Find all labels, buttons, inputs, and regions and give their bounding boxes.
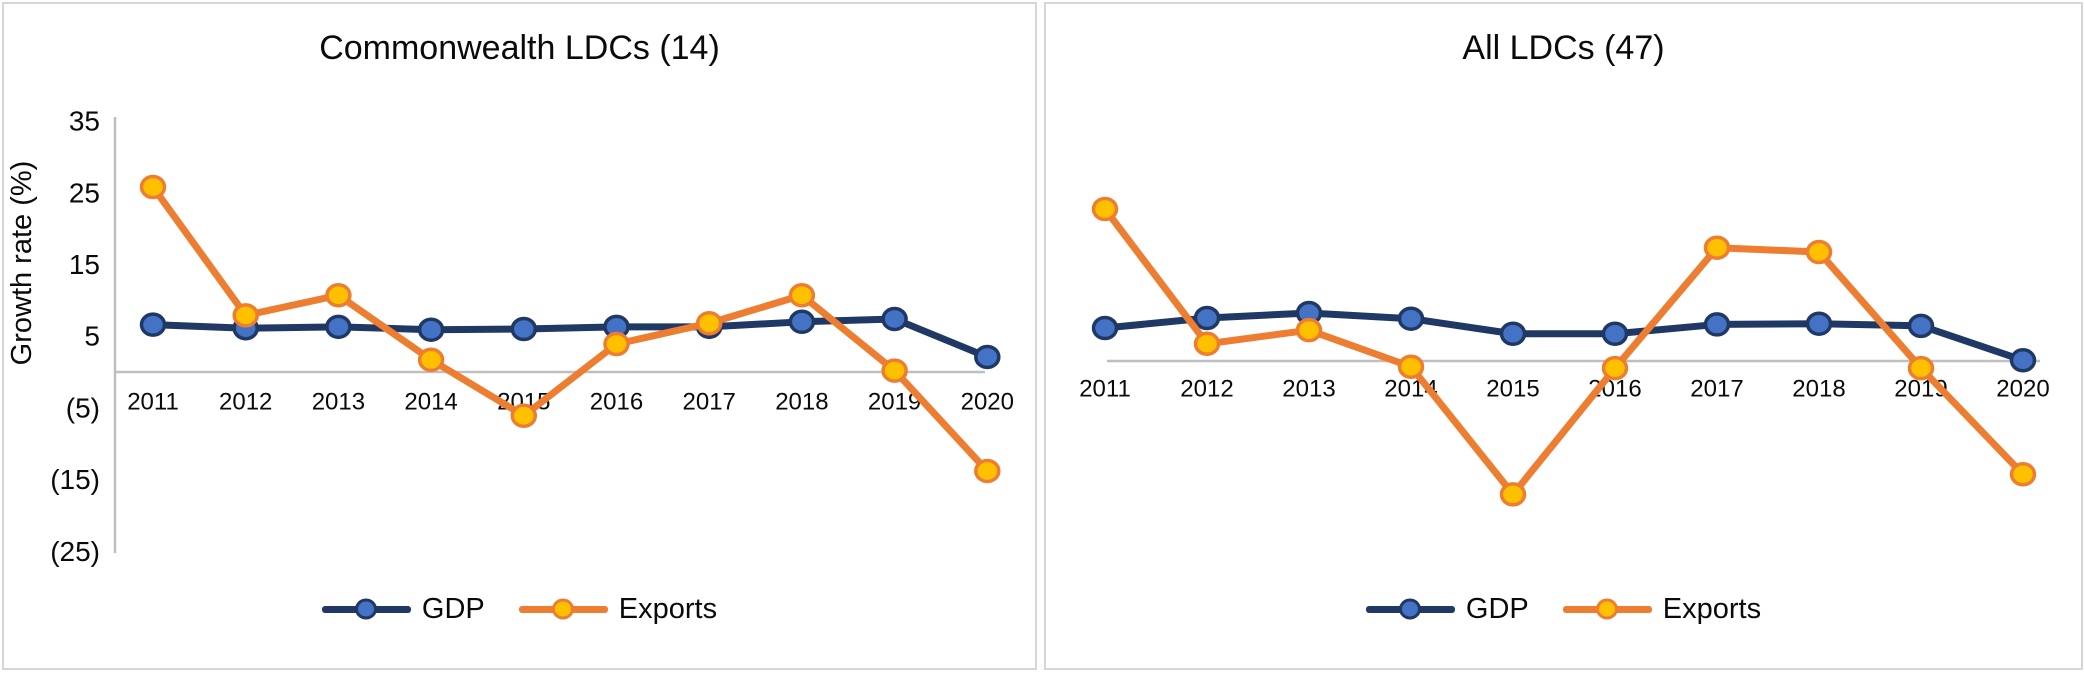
exports-legend-marker-icon [552, 598, 575, 620]
exports-data-point-2019 [1907, 355, 1935, 381]
exports-series-line [1101, 205, 2027, 498]
exports-data-point-2012 [232, 303, 259, 328]
x-tick-label-2014: 2014 [404, 389, 457, 416]
gdp-legend-line-sample [1365, 598, 1455, 620]
exports-data-point-2011 [139, 174, 167, 200]
gdp-data-point-2011 [1091, 315, 1119, 341]
x-tick-label-2012: 2012 [1180, 376, 1233, 403]
gdp-legend-line-sample [321, 598, 411, 620]
gdp-data-point-2014 [1397, 306, 1425, 331]
legend-commonwealth: GDP Exports [4, 592, 1035, 626]
gdp-data-point-2020 [2009, 348, 2037, 373]
exports-data-point-2015 [1499, 482, 1527, 507]
gdp-data-point-2019 [1907, 313, 1935, 339]
x-tick-label-2013: 2013 [312, 389, 365, 416]
legend-item-gdp: GDP [1365, 592, 1529, 626]
line-chart-all-ldcs: 2011 2012 2013 2014 2015 2016 2017 2018 2019 2020 [1079, 196, 2050, 507]
legend-all-ldcs: GDP Exports [1046, 592, 2081, 626]
x-tick-label-2012: 2012 [219, 389, 272, 416]
x-tick-label-2018: 2018 [1792, 376, 1845, 403]
exports-data-point-2017 [695, 310, 723, 336]
gdp-data-point-2014 [417, 317, 445, 342]
exports-data-point-2020 [974, 458, 1001, 484]
y-tick-label-35: 35 [69, 106, 100, 137]
exports-data-point-2014 [1397, 354, 1425, 379]
exports-data-point-2019 [881, 358, 908, 383]
chart-panel-commonwealth-ldcs: Commonwealth LDCs (14) Growth rate (%) 3… [2, 2, 1037, 670]
chart-title-commonwealth: Commonwealth LDCs (14) [319, 29, 720, 67]
gdp-data-point-2018 [788, 309, 816, 335]
exports-data-point-2017 [1703, 235, 1731, 260]
gdp-data-point-2018 [1805, 311, 1833, 336]
chart-panel-all-ldcs: All LDCs (47) 2011 2012 2013 2014 2015 2016 20… [1044, 2, 2083, 670]
y-tick-label--5: (5) [66, 392, 100, 423]
exports-data-point-2013 [1295, 317, 1323, 343]
y-tick-label-15: 15 [69, 249, 100, 280]
exports-data-point-2016 [1601, 355, 1629, 381]
exports-data-point-2012 [1193, 331, 1221, 357]
exports-data-point-2018 [788, 283, 816, 308]
exports-data-point-2013 [325, 283, 352, 308]
x-tick-label-2017: 2017 [1690, 376, 1743, 403]
exports-data-point-2018 [1805, 239, 1833, 265]
exports-data-point-2014 [417, 347, 445, 373]
x-tick-label-2020: 2020 [961, 389, 1014, 416]
exports-data-point-2015 [510, 403, 538, 428]
y-tick-label-25: 25 [69, 177, 100, 208]
y-tick-label-5: 5 [84, 321, 100, 352]
gdp-legend-marker-icon [1399, 598, 1422, 620]
legend-label-gdp: GDP [1465, 593, 1529, 625]
legend-label-exports: Exports [1662, 593, 1762, 625]
legend-item-exports: Exports [518, 592, 718, 626]
x-tick-label-2011: 2011 [1079, 376, 1131, 403]
exports-series-line [149, 183, 991, 475]
gdp-data-point-2016 [1601, 321, 1629, 347]
gdp-legend-marker-icon [355, 598, 378, 620]
exports-data-point-2016 [603, 331, 630, 357]
exports-legend-line-sample [1562, 598, 1652, 620]
gdp-data-point-2012 [1193, 305, 1221, 331]
legend-item-exports: Exports [1562, 592, 1762, 626]
x-tick-label-2018: 2018 [775, 389, 828, 416]
x-tick-label-2015: 2015 [1486, 376, 1539, 403]
exports-data-point-2011 [1091, 196, 1119, 222]
legend-label-exports: Exports [618, 593, 718, 625]
gdp-data-point-2019 [881, 306, 908, 332]
chart-title-all-ldcs: All LDCs (47) [1462, 29, 1665, 67]
gdp-data-point-2013 [325, 314, 352, 340]
gdp-data-point-2011 [139, 312, 167, 337]
x-tick-label-2017: 2017 [683, 389, 736, 416]
x-tick-label-2011: 2011 [127, 389, 179, 416]
gdp-data-point-2015 [510, 316, 538, 342]
exports-legend-line-sample [518, 598, 608, 620]
legend-item-gdp: GDP [321, 592, 485, 626]
x-tick-label-2016: 2016 [590, 389, 643, 416]
y-tick-label--15: (15) [50, 464, 100, 495]
gdp-data-point-2020 [974, 344, 1001, 370]
gdp-data-point-2015 [1499, 321, 1527, 347]
exports-data-point-2020 [2009, 462, 2037, 487]
gdp-series-line [149, 315, 991, 361]
x-tick-label-2013: 2013 [1282, 376, 1335, 403]
exports-legend-marker-icon [1596, 598, 1619, 620]
x-tick-label-2020: 2020 [1996, 376, 2049, 403]
y-tick-label--25: (25) [50, 536, 100, 567]
gdp-data-point-2017 [1703, 312, 1731, 337]
legend-label-gdp: GDP [421, 593, 485, 625]
gdp-series-line [1101, 309, 2027, 364]
